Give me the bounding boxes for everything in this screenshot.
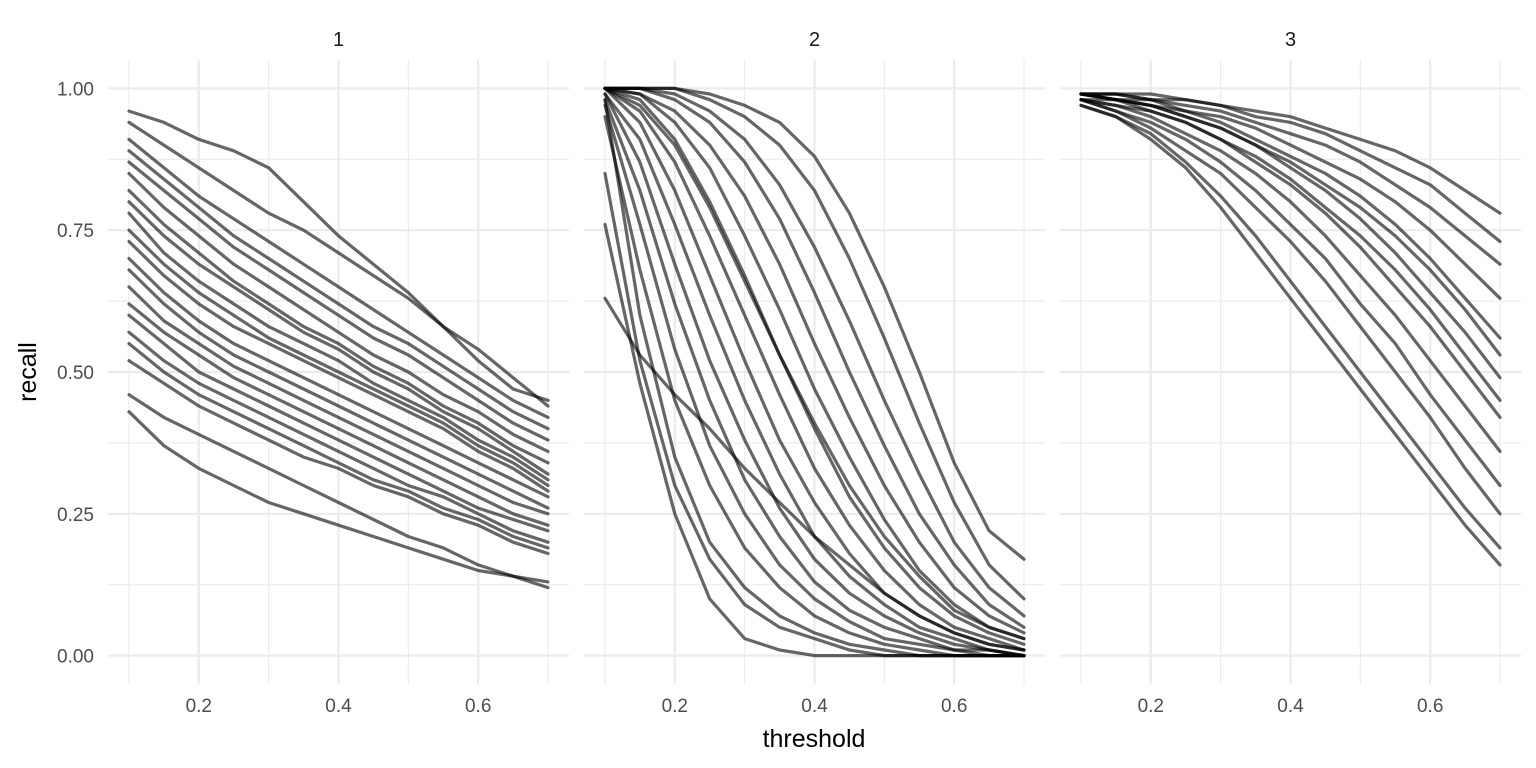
series-line bbox=[603, 86, 1026, 646]
x-tick-label: 0.4 bbox=[325, 696, 352, 717]
series-line bbox=[603, 86, 1026, 641]
series-line bbox=[127, 342, 550, 550]
series-line bbox=[127, 239, 550, 493]
series-line bbox=[127, 268, 550, 510]
facet-panels: 1 0.2 0.4 0.6 0.00 0.25 0.50 0.75 1.00 2 0.2 0.4 0.6… bbox=[57, 29, 1521, 717]
series-line bbox=[603, 86, 1026, 618]
x-axis-title: threshold bbox=[763, 725, 866, 753]
series-line bbox=[127, 200, 550, 476]
series-line bbox=[1079, 92, 1502, 402]
facet-panel-1: 1 0.2 0.4 0.6 0.00 0.25 0.50 0.75 1.00 bbox=[57, 29, 569, 717]
series-line bbox=[1079, 98, 1502, 516]
series-line bbox=[127, 393, 550, 584]
facet-panel-3: 3 0.2 0.4 0.6 bbox=[1060, 29, 1521, 717]
series-line bbox=[127, 330, 550, 544]
series-line bbox=[1079, 92, 1502, 215]
series-line bbox=[127, 149, 550, 431]
series-line bbox=[127, 228, 550, 488]
x-tick-label: 0.2 bbox=[186, 696, 212, 717]
facet-strip-label: 2 bbox=[809, 29, 820, 51]
series-line bbox=[127, 256, 550, 499]
series-line bbox=[127, 137, 550, 419]
series-line bbox=[603, 103, 1026, 658]
series-line bbox=[603, 86, 1026, 652]
y-tick-label: 1.00 bbox=[57, 79, 94, 100]
series-line bbox=[603, 86, 1026, 635]
series-line bbox=[127, 359, 550, 556]
series-line bbox=[603, 86, 1026, 641]
series-line bbox=[603, 86, 1026, 601]
series-line bbox=[1079, 98, 1502, 488]
series-line bbox=[127, 285, 550, 516]
series-line bbox=[127, 109, 550, 402]
y-tick-label: 0.25 bbox=[57, 505, 94, 526]
series-line bbox=[127, 313, 550, 533]
series-line bbox=[127, 120, 550, 408]
x-tick-label: 0.6 bbox=[941, 696, 967, 717]
x-tick-label: 0.2 bbox=[1138, 696, 1164, 717]
series-line bbox=[1079, 98, 1502, 453]
series-line bbox=[1079, 92, 1502, 300]
series-line bbox=[127, 410, 550, 590]
series-line bbox=[127, 302, 550, 527]
x-tick-label: 0.6 bbox=[465, 696, 491, 717]
series-line bbox=[603, 222, 1026, 658]
series-line bbox=[127, 188, 550, 465]
facet-strip-label: 1 bbox=[333, 29, 344, 51]
series-line bbox=[603, 296, 1026, 652]
series-line bbox=[1079, 103, 1502, 567]
series-line bbox=[127, 211, 550, 482]
y-axis-title: recall bbox=[14, 342, 42, 402]
x-tick-label: 0.4 bbox=[1277, 696, 1304, 717]
y-tick-label: 0.75 bbox=[57, 221, 94, 242]
y-tick-label: 0.00 bbox=[57, 647, 94, 668]
facet-strip-label: 3 bbox=[1285, 29, 1296, 51]
series-line bbox=[1079, 103, 1502, 550]
series-line bbox=[603, 86, 1026, 629]
series-line bbox=[603, 92, 1026, 658]
series-line bbox=[1079, 92, 1502, 357]
facet-panel-2: 2 0.2 0.4 0.6 bbox=[584, 29, 1045, 717]
x-tick-label: 0.4 bbox=[801, 696, 828, 717]
y-tick-label: 0.50 bbox=[57, 363, 94, 384]
x-tick-label: 0.2 bbox=[662, 696, 688, 717]
series-line bbox=[127, 160, 550, 442]
series-line bbox=[127, 171, 550, 453]
x-tick-label: 0.6 bbox=[1417, 696, 1443, 717]
